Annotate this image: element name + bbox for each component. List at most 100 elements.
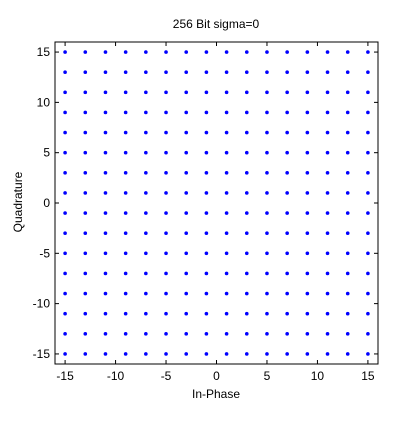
data-point (224, 191, 229, 195)
data-point (184, 110, 189, 115)
data-point (265, 211, 269, 215)
data-point (144, 311, 148, 316)
data-point (63, 332, 67, 336)
data-point (325, 291, 330, 296)
data-point (204, 251, 209, 256)
data-point (204, 110, 209, 115)
data-point (103, 311, 108, 316)
data-point (305, 191, 310, 195)
data-point (123, 130, 128, 135)
data-point (244, 130, 249, 135)
y-tick-label: -15 (33, 347, 51, 361)
data-point (305, 332, 310, 336)
data-point (63, 191, 67, 195)
data-point (224, 90, 229, 95)
data-point (265, 110, 269, 115)
data-point (366, 251, 370, 256)
data-point (83, 191, 88, 195)
data-point (244, 191, 249, 195)
data-point (204, 231, 209, 235)
data-point (63, 271, 67, 276)
data-point (83, 251, 88, 256)
data-point (164, 332, 168, 336)
data-point (144, 291, 148, 296)
data-point (224, 110, 229, 115)
data-point (83, 150, 88, 155)
data-point (285, 352, 289, 356)
data-point (164, 271, 168, 276)
data-point (325, 150, 330, 155)
data-point (325, 251, 330, 256)
data-point (144, 352, 148, 356)
data-point (305, 311, 310, 316)
data-point (123, 251, 128, 256)
data-point (144, 271, 148, 276)
data-point (244, 271, 249, 276)
data-point (204, 90, 209, 95)
data-point (285, 332, 289, 336)
axes-box (54, 41, 379, 365)
data-point (265, 231, 269, 235)
data-point (204, 70, 209, 74)
data-point (265, 271, 269, 276)
data-point (305, 130, 310, 135)
data-point (204, 352, 209, 356)
data-point (305, 171, 310, 175)
data-point (204, 150, 209, 155)
data-point (103, 50, 108, 54)
data-point (265, 50, 269, 54)
data-point (285, 70, 289, 74)
data-point (63, 311, 67, 316)
data-point (345, 191, 350, 195)
data-point (244, 50, 249, 54)
data-point (103, 251, 108, 256)
data-point (204, 191, 209, 195)
data-point (265, 70, 269, 74)
data-point (164, 251, 168, 256)
data-point (305, 211, 310, 215)
data-point (204, 291, 209, 296)
data-point (63, 231, 67, 235)
data-point (184, 90, 189, 95)
data-point (305, 291, 310, 296)
data-point (83, 211, 88, 215)
data-point (144, 171, 148, 175)
x-tick-label: 0 (213, 369, 220, 383)
x-tick-label: 10 (311, 369, 325, 383)
data-point (325, 231, 330, 235)
data-point (224, 50, 229, 54)
data-point (164, 130, 168, 135)
data-point (366, 291, 370, 296)
data-point (63, 171, 67, 175)
data-point (83, 130, 88, 135)
data-point (184, 150, 189, 155)
data-point (63, 150, 67, 155)
data-point (184, 311, 189, 316)
x-tick-label: 5 (264, 369, 271, 383)
data-point (305, 251, 310, 256)
data-point (204, 311, 209, 316)
data-point (345, 130, 350, 135)
data-point (345, 332, 350, 336)
data-point (224, 311, 229, 316)
data-point (325, 352, 330, 356)
data-point (123, 70, 128, 74)
data-point (366, 332, 370, 336)
data-point (325, 311, 330, 316)
data-point (63, 110, 67, 115)
data-point (144, 231, 148, 235)
x-tick-label: -15 (56, 369, 74, 383)
data-point (103, 191, 108, 195)
data-point (366, 171, 370, 175)
data-point (123, 352, 128, 356)
data-point (184, 271, 189, 276)
data-point (265, 311, 269, 316)
data-point (366, 90, 370, 95)
data-point (244, 291, 249, 296)
data-point (184, 50, 189, 54)
data-point (144, 130, 148, 135)
data-point (345, 231, 350, 235)
data-point (144, 191, 148, 195)
data-point (244, 110, 249, 115)
